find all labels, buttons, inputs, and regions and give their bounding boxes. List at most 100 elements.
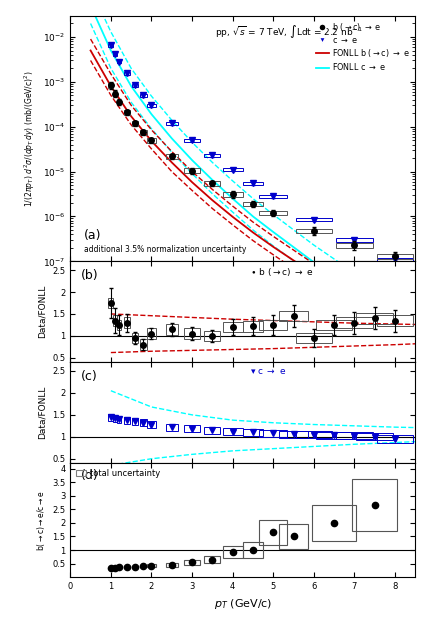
Bar — [377, 254, 413, 259]
Bar — [112, 415, 118, 422]
Bar — [109, 567, 113, 568]
Bar — [296, 431, 332, 438]
Bar — [184, 328, 200, 339]
Bar — [147, 104, 155, 107]
Text: (a): (a) — [84, 228, 101, 241]
Bar — [184, 426, 200, 432]
Text: (d): (d) — [81, 469, 98, 482]
Text: pp, $\sqrt{s}$ = 7 TeV, $\int$Ldt = 2.2 nb$^{-1}$: pp, $\sqrt{s}$ = 7 TeV, $\int$Ldt = 2.2 … — [215, 23, 363, 40]
Bar — [204, 556, 221, 563]
Y-axis label: Data/FONLL: Data/FONLL — [38, 285, 47, 338]
Bar — [166, 122, 178, 125]
Bar — [222, 546, 243, 558]
Bar — [147, 328, 155, 339]
Bar — [147, 421, 155, 428]
Text: $\bullet$ b ($\rightarrow$c) $\rightarrow$ e: $\bullet$ b ($\rightarrow$c) $\rightarro… — [250, 266, 314, 278]
Bar — [243, 429, 263, 436]
Bar — [222, 168, 243, 172]
Text: (b): (b) — [81, 270, 98, 283]
Bar — [147, 138, 155, 143]
Bar — [204, 154, 221, 157]
Bar — [117, 319, 121, 330]
Bar — [166, 424, 178, 431]
Bar — [147, 565, 155, 567]
Bar — [166, 324, 178, 334]
Bar — [259, 430, 288, 437]
Y-axis label: b($\rightarrow$c)$\rightarrow$e/c$\rightarrow$e: b($\rightarrow$c)$\rightarrow$e/c$\right… — [35, 490, 46, 550]
Bar — [124, 417, 130, 424]
Bar — [166, 563, 178, 567]
Bar — [357, 433, 393, 441]
Bar — [336, 432, 373, 439]
Bar — [132, 333, 138, 343]
Bar — [222, 322, 243, 333]
Bar — [132, 418, 138, 425]
Bar — [140, 94, 147, 97]
Bar — [336, 318, 373, 328]
Bar — [132, 121, 138, 125]
Bar — [243, 182, 263, 185]
Bar — [112, 315, 118, 326]
Bar — [296, 333, 332, 343]
Legend: b ($\rightarrow$c) $\rightarrow$ e, c $\rightarrow$ e, FONLL b ($\rightarrow$c) : b ($\rightarrow$c) $\rightarrow$ e, c $\… — [313, 18, 413, 76]
Bar — [259, 195, 288, 198]
Bar — [109, 414, 113, 421]
Bar — [259, 211, 288, 215]
Bar — [140, 565, 147, 567]
Bar — [117, 61, 121, 64]
Bar — [296, 218, 332, 222]
Bar — [377, 315, 413, 326]
Bar — [243, 321, 263, 331]
Bar — [377, 436, 413, 442]
Bar — [140, 339, 147, 350]
Bar — [109, 83, 113, 87]
Bar — [132, 84, 138, 87]
Bar — [184, 168, 200, 173]
Bar — [124, 72, 130, 75]
Bar — [109, 298, 113, 308]
Bar — [243, 202, 263, 207]
Bar — [222, 428, 243, 435]
Bar — [112, 567, 118, 568]
Bar — [132, 566, 138, 568]
Bar — [312, 505, 357, 540]
Bar — [184, 560, 200, 565]
Bar — [112, 91, 118, 96]
Bar — [140, 419, 147, 426]
Bar — [166, 154, 178, 158]
Bar — [243, 542, 263, 558]
Bar — [377, 258, 413, 261]
Bar — [204, 427, 221, 434]
Bar — [279, 311, 308, 321]
Text: $\blacktriangledown$ c $\rightarrow$ e: $\blacktriangledown$ c $\rightarrow$ e — [250, 368, 286, 376]
Bar — [117, 416, 121, 423]
Bar — [296, 228, 332, 233]
Bar — [117, 567, 121, 568]
Bar — [140, 130, 147, 135]
Bar — [109, 44, 113, 47]
Text: additional 3.5% normalization uncertainty: additional 3.5% normalization uncertaint… — [84, 245, 247, 254]
Bar — [184, 139, 200, 142]
Bar — [336, 243, 373, 248]
Bar — [336, 238, 373, 241]
Bar — [259, 520, 288, 545]
Bar — [316, 319, 352, 330]
Legend: total uncertainty: total uncertainty — [73, 466, 164, 481]
Bar — [112, 52, 118, 56]
Bar — [124, 318, 130, 328]
X-axis label: $p_T$ (GeV/c): $p_T$ (GeV/c) — [213, 597, 272, 611]
Bar — [259, 319, 288, 330]
Bar — [222, 192, 243, 197]
Y-axis label: Data/FONLL: Data/FONLL — [38, 386, 47, 439]
Bar — [124, 567, 130, 568]
Bar — [117, 100, 121, 104]
Bar — [352, 479, 397, 531]
Bar — [316, 432, 352, 439]
Text: (c): (c) — [81, 370, 98, 383]
Bar — [357, 313, 393, 324]
Bar — [204, 181, 221, 186]
Bar — [204, 331, 221, 341]
Y-axis label: $1/(2\pi p_T)$ $d^2\sigma/(dp_T\,dy)$ (mb/(GeV/c)$^2$): $1/(2\pi p_T)$ $d^2\sigma/(dp_T\,dy)$ (m… — [23, 70, 37, 207]
Bar — [279, 524, 308, 548]
Bar — [124, 110, 130, 115]
